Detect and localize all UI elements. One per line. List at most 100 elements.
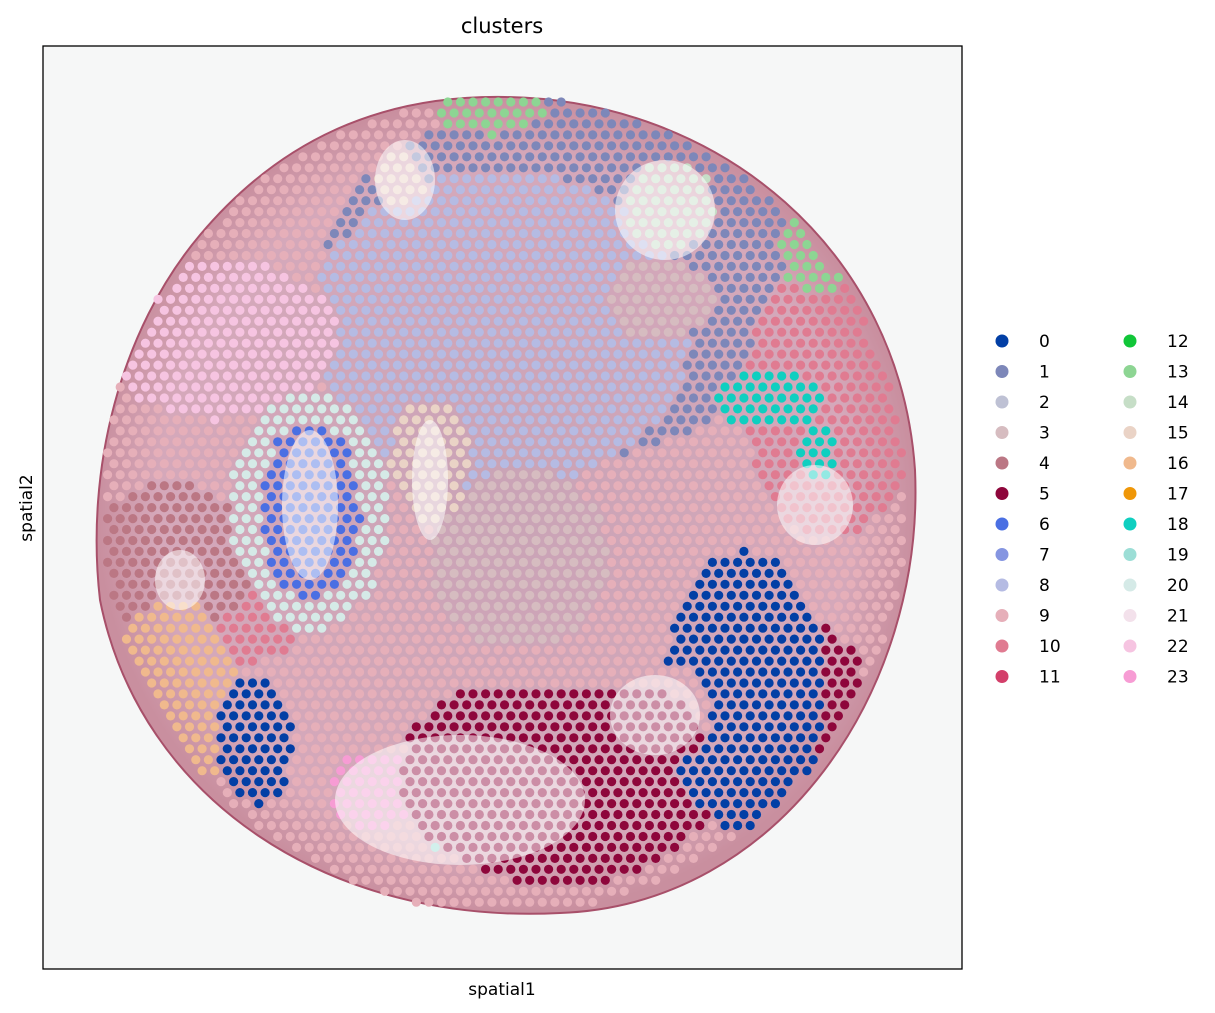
spot bbox=[443, 294, 453, 304]
spot bbox=[758, 514, 768, 524]
spot bbox=[317, 360, 327, 370]
spot bbox=[814, 415, 825, 425]
spot bbox=[575, 108, 585, 118]
spot bbox=[581, 842, 592, 853]
spot bbox=[279, 623, 289, 633]
spot bbox=[266, 733, 276, 743]
spot bbox=[197, 393, 207, 403]
spot bbox=[386, 349, 396, 359]
spot bbox=[581, 119, 592, 129]
spot bbox=[575, 722, 585, 732]
spot bbox=[348, 634, 358, 644]
spot bbox=[569, 448, 579, 458]
spot bbox=[468, 448, 478, 458]
spot bbox=[380, 535, 390, 546]
spot bbox=[254, 338, 264, 348]
spot bbox=[455, 250, 465, 261]
spot bbox=[789, 568, 799, 579]
spot bbox=[758, 645, 768, 655]
spot bbox=[688, 524, 699, 535]
spot bbox=[745, 404, 755, 414]
spot bbox=[657, 316, 667, 326]
spot bbox=[733, 755, 743, 765]
spot bbox=[285, 744, 295, 754]
spot bbox=[140, 492, 150, 502]
spot bbox=[392, 667, 402, 677]
spot bbox=[487, 524, 497, 535]
spot bbox=[707, 777, 718, 787]
spot bbox=[607, 733, 617, 743]
spot bbox=[279, 163, 289, 173]
spot bbox=[859, 470, 869, 480]
spot bbox=[317, 711, 327, 721]
spot bbox=[714, 415, 724, 425]
spot bbox=[380, 448, 390, 458]
spot bbox=[348, 722, 358, 732]
spot bbox=[764, 546, 774, 557]
spot bbox=[783, 404, 793, 414]
spot bbox=[625, 546, 636, 557]
spot bbox=[411, 546, 421, 557]
spot bbox=[827, 437, 837, 447]
spot bbox=[115, 535, 125, 546]
spot bbox=[581, 228, 592, 239]
spot bbox=[367, 119, 377, 129]
spot bbox=[361, 415, 371, 425]
spot bbox=[594, 623, 604, 633]
spot bbox=[569, 228, 579, 239]
spot bbox=[499, 656, 510, 666]
spot bbox=[380, 316, 390, 326]
spot bbox=[550, 546, 560, 557]
spot bbox=[424, 634, 434, 644]
spot bbox=[726, 174, 736, 184]
spot bbox=[726, 656, 736, 666]
spot bbox=[247, 656, 258, 666]
spot bbox=[336, 239, 346, 250]
spot bbox=[657, 514, 667, 524]
spot bbox=[197, 481, 207, 491]
spot bbox=[418, 535, 428, 546]
spot bbox=[758, 338, 768, 348]
spot bbox=[191, 404, 201, 414]
spot bbox=[619, 864, 629, 874]
spot bbox=[216, 426, 226, 436]
spot bbox=[777, 744, 787, 754]
legend-label-9: 9 bbox=[1039, 607, 1050, 627]
spot bbox=[329, 623, 339, 633]
spot bbox=[373, 371, 384, 381]
spot bbox=[884, 514, 894, 524]
spot bbox=[159, 305, 169, 315]
spot bbox=[651, 481, 661, 491]
spot bbox=[449, 283, 459, 293]
spot bbox=[613, 612, 623, 622]
spot bbox=[292, 338, 302, 348]
spot bbox=[644, 294, 655, 304]
spot bbox=[292, 623, 302, 633]
spot bbox=[342, 579, 352, 589]
spot bbox=[859, 579, 869, 589]
spot bbox=[802, 590, 812, 600]
spot bbox=[184, 744, 195, 754]
spot bbox=[285, 174, 295, 184]
spot bbox=[474, 678, 484, 688]
spot bbox=[468, 601, 478, 611]
spot bbox=[487, 327, 497, 337]
spot bbox=[512, 349, 522, 359]
spot bbox=[663, 546, 673, 557]
spot bbox=[840, 349, 850, 359]
spot bbox=[663, 152, 673, 162]
spot bbox=[222, 590, 232, 600]
spot bbox=[695, 492, 705, 502]
spot bbox=[197, 437, 207, 447]
spot bbox=[531, 886, 541, 896]
spot bbox=[852, 349, 862, 359]
spot bbox=[336, 546, 346, 557]
spot bbox=[336, 393, 346, 403]
spot bbox=[569, 645, 579, 655]
spot bbox=[663, 283, 673, 293]
spot bbox=[802, 283, 812, 293]
spot bbox=[121, 568, 132, 579]
spot bbox=[575, 327, 585, 337]
spot bbox=[197, 239, 207, 250]
spot bbox=[745, 492, 755, 502]
